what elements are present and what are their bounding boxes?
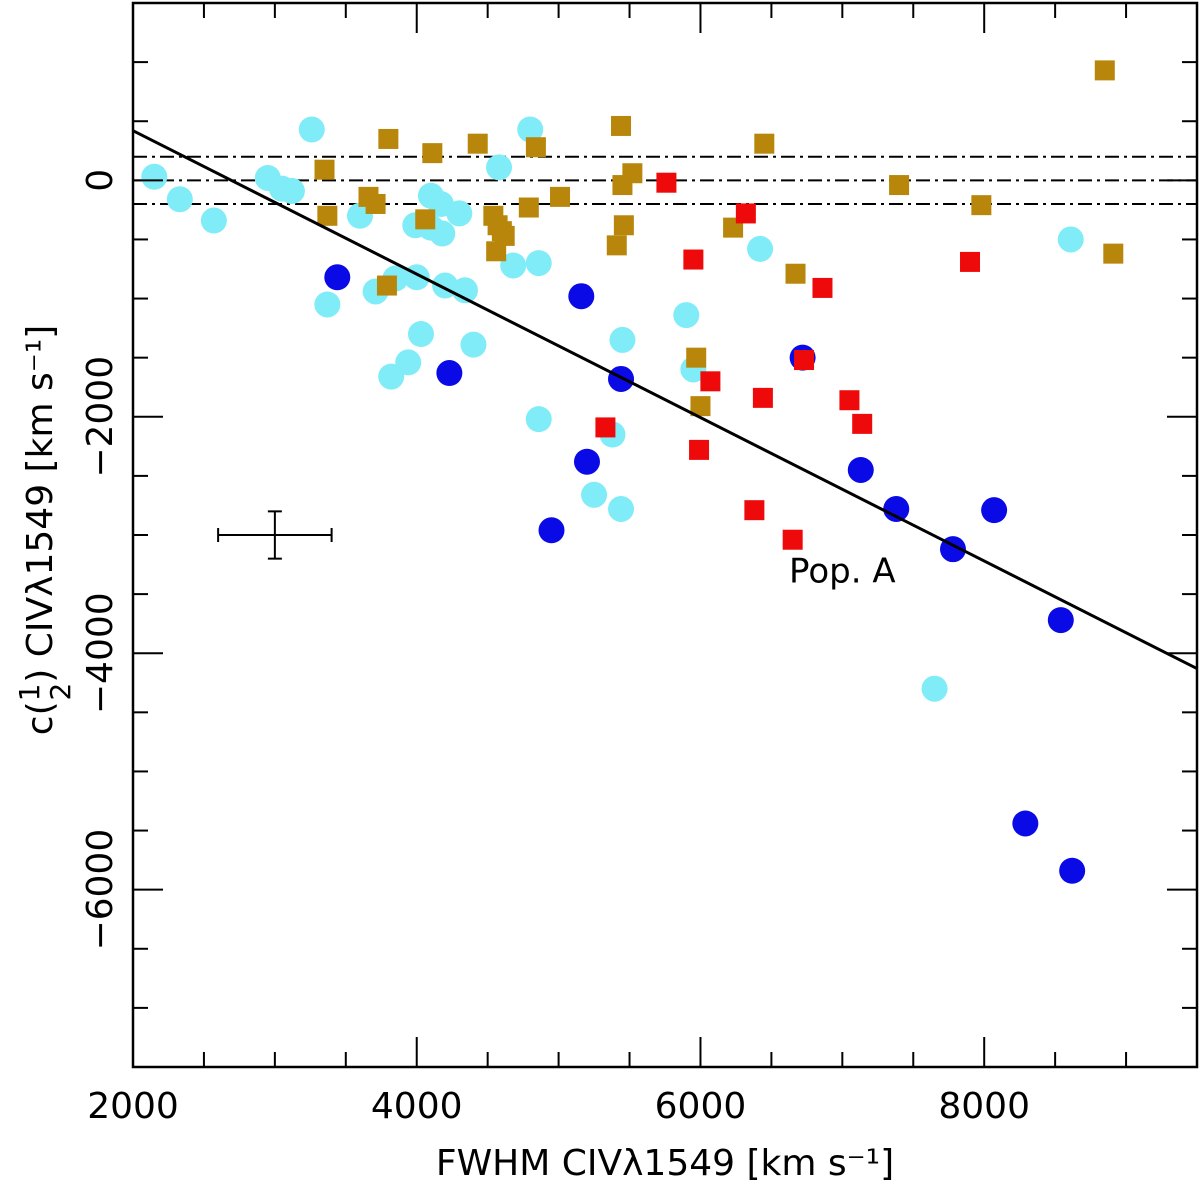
blue-circles-point-13 <box>1059 857 1086 884</box>
cyan-circles-point-33 <box>673 302 700 329</box>
red-squares-point-10 <box>812 277 833 298</box>
gold-squares-point-0 <box>314 159 335 180</box>
gold-squares-point-8 <box>467 133 488 154</box>
gold-squares-point-18 <box>611 115 632 136</box>
gold-squares-point-14 <box>518 197 539 218</box>
cyan-circles-point-37 <box>1057 226 1084 253</box>
red-squares-point-7 <box>752 387 773 408</box>
gold-squares-point-29 <box>1094 60 1115 81</box>
gold-squares-point-1 <box>317 205 338 226</box>
red-squares-point-8 <box>782 529 803 550</box>
y-tick-label-3: −6000 <box>80 829 121 951</box>
red-squares-point-13 <box>960 251 981 272</box>
cyan-circles-point-2 <box>200 207 227 234</box>
cyan-circles-point-27 <box>525 250 552 277</box>
y-axis-title: c(12) CIVλ1549 [km s⁻¹] <box>13 325 77 735</box>
cyan-circles-point-24 <box>486 154 513 181</box>
y-title-frac-num: 1 <box>13 684 46 702</box>
cyan-circles-point-28 <box>525 406 552 433</box>
blue-circles-point-7 <box>847 456 874 483</box>
gold-squares-point-16 <box>550 186 571 207</box>
y-title-frac-den: 2 <box>44 683 77 701</box>
red-squares-point-12 <box>852 413 873 434</box>
gold-squares-point-22 <box>686 347 707 368</box>
red-squares-point-5 <box>735 203 756 224</box>
gold-squares-point-4 <box>376 275 397 296</box>
gold-squares-point-27 <box>889 175 910 196</box>
blue-circles-point-3 <box>568 283 595 310</box>
cyan-circles-point-12 <box>378 363 405 390</box>
gold-squares-point-21 <box>622 163 643 184</box>
cyan-circles-point-23 <box>460 331 487 358</box>
gold-squares-point-23 <box>690 396 711 417</box>
cyan-circles-point-6 <box>298 116 325 143</box>
blue-circles-point-4 <box>573 448 600 475</box>
red-squares-point-3 <box>689 439 710 460</box>
y-tick-label-0: 0 <box>80 169 121 192</box>
annotation-pop-a: Pop. A <box>789 551 896 591</box>
fit-line-group <box>132 129 1198 670</box>
cyan-circles-point-31 <box>608 495 635 522</box>
cyan-circles-point-15 <box>407 321 434 348</box>
blue-circles-point-8 <box>883 495 910 522</box>
gold-squares-point-6 <box>415 209 436 230</box>
y-title-prefix: c( <box>20 701 61 735</box>
x-tick-labels: 2000 4000 6000 8000 <box>87 1086 1030 1127</box>
x-tick-label-3: 8000 <box>938 1086 1030 1127</box>
gold-squares-point-20 <box>613 215 634 236</box>
y-tick-label-1: −2000 <box>80 356 121 478</box>
gold-squares-point-30 <box>1103 243 1124 264</box>
cyan-circles-point-21 <box>446 200 473 227</box>
red-squares-point-0 <box>595 417 616 438</box>
blue-circles-point-11 <box>1047 607 1074 634</box>
cyan-circles-point-19 <box>429 220 456 247</box>
error-bar <box>217 510 333 560</box>
cyan-circles-point-26 <box>517 116 544 143</box>
blue-circles-point-2 <box>538 517 565 544</box>
cyan-circles-point-8 <box>314 291 341 318</box>
gold-squares-point-5 <box>378 128 399 149</box>
gold-squares-point-15 <box>525 137 546 158</box>
red-squares-point-9 <box>794 350 815 371</box>
gold-squares-point-13 <box>494 225 515 246</box>
fit-line <box>132 129 1198 670</box>
red-squares-point-2 <box>683 249 704 270</box>
svg-text:c(12) CIVλ1549 [km s⁻¹]: c(12) CIVλ1549 [km s⁻¹] <box>13 325 77 735</box>
y-title-suffix: ) CIVλ1549 [km s⁻¹] <box>20 325 61 683</box>
cyan-circles-point-29 <box>581 481 608 508</box>
data-points <box>141 60 1124 884</box>
gold-squares-point-10 <box>486 241 507 262</box>
gold-squares-point-17 <box>606 235 627 256</box>
blue-circles-point-10 <box>981 497 1008 524</box>
cyan-circles-point-11 <box>395 349 422 376</box>
gold-squares-point-26 <box>785 263 806 284</box>
x-tick-label-2: 6000 <box>655 1086 747 1127</box>
blue-circles-point-1 <box>436 360 463 387</box>
gold-squares-point-7 <box>422 143 443 164</box>
cyan-circles-point-36 <box>921 675 948 702</box>
gold-squares-point-3 <box>365 193 386 214</box>
cyan-circles-point-32 <box>609 326 636 353</box>
blue-circles-point-12 <box>1012 810 1039 837</box>
cyan-circles-point-5 <box>278 177 305 204</box>
red-squares-point-6 <box>744 500 765 521</box>
cyan-circles-point-35 <box>747 235 774 262</box>
cyan-circles-point-0 <box>141 163 168 190</box>
x-tick-label-0: 2000 <box>87 1086 179 1127</box>
gold-squares-point-28 <box>971 195 992 216</box>
x-tick-label-1: 4000 <box>371 1086 463 1127</box>
axis-ticks <box>132 2 1198 1068</box>
red-squares-point-4 <box>700 371 721 392</box>
gold-squares-point-25 <box>754 133 775 154</box>
cyan-circles-point-25 <box>500 252 527 279</box>
y-tick-label-2: −4000 <box>80 592 121 714</box>
red-squares-point-1 <box>656 172 677 193</box>
blue-circles-point-0 <box>324 264 351 291</box>
y-tick-labels: 0 −2000 −4000 −6000 <box>80 169 121 951</box>
cyan-circles-point-1 <box>166 186 193 213</box>
red-squares-point-11 <box>839 390 860 411</box>
x-axis-title: FWHM CIVλ1549 [km s⁻¹] <box>436 1143 894 1184</box>
